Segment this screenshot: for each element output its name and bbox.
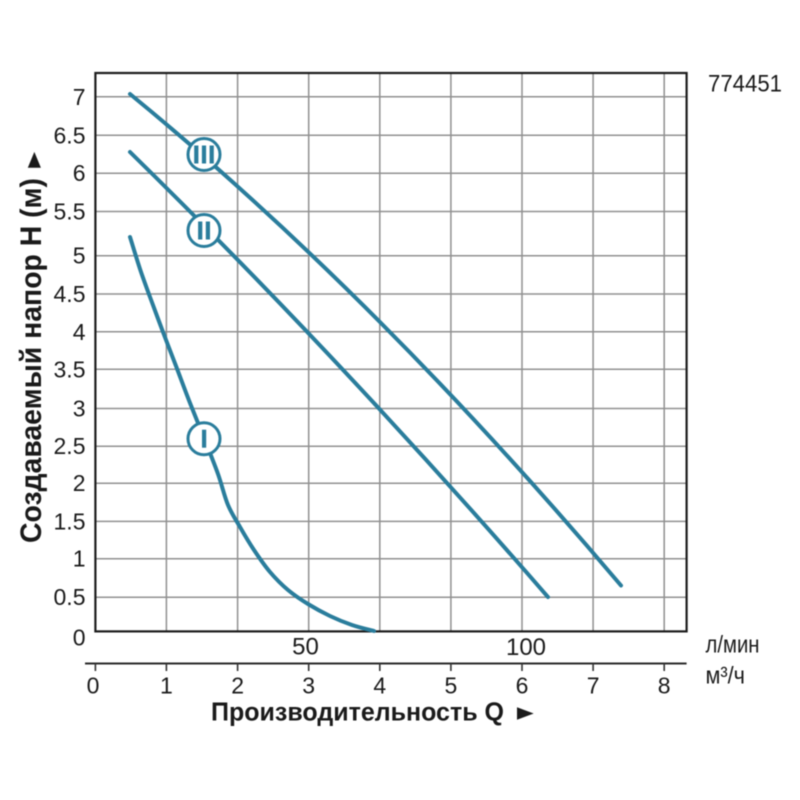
svg-text:м³/ч: м³/ч [706,663,746,690]
svg-text:774451: 774451 [708,71,782,98]
svg-text:3.5: 3.5 [54,356,86,382]
svg-text:6: 6 [73,160,86,186]
svg-text:Создаваемый напор H (м): Создаваемый напор H (м) [15,178,48,543]
svg-text:8: 8 [658,673,671,699]
svg-text:6: 6 [516,673,529,699]
svg-text:1.5: 1.5 [54,508,86,534]
svg-text:4: 4 [373,673,386,699]
svg-text:5: 5 [445,673,458,699]
svg-text:7: 7 [73,84,86,110]
svg-text:3: 3 [73,396,86,422]
svg-text:5: 5 [73,243,86,269]
svg-text:6.5: 6.5 [54,122,86,148]
svg-text:7: 7 [587,673,600,699]
svg-text:0: 0 [87,673,100,699]
svg-text:50: 50 [292,634,319,661]
svg-text:100: 100 [506,634,546,661]
svg-text:2: 2 [231,673,244,699]
svg-text:0: 0 [73,625,86,651]
svg-text:л/мин: л/мин [706,632,760,659]
svg-text:4: 4 [73,319,86,345]
svg-text:2.5: 2.5 [54,433,86,459]
svg-text:1: 1 [160,673,173,699]
svg-text:3: 3 [302,673,315,699]
svg-text:5.5: 5.5 [54,199,86,225]
svg-text:4.5: 4.5 [54,281,86,307]
svg-text:2: 2 [73,470,86,496]
svg-text:0.5: 0.5 [54,584,86,610]
svg-text:1: 1 [73,546,86,572]
svg-text:Производительность Q: Производительность Q [211,697,504,727]
